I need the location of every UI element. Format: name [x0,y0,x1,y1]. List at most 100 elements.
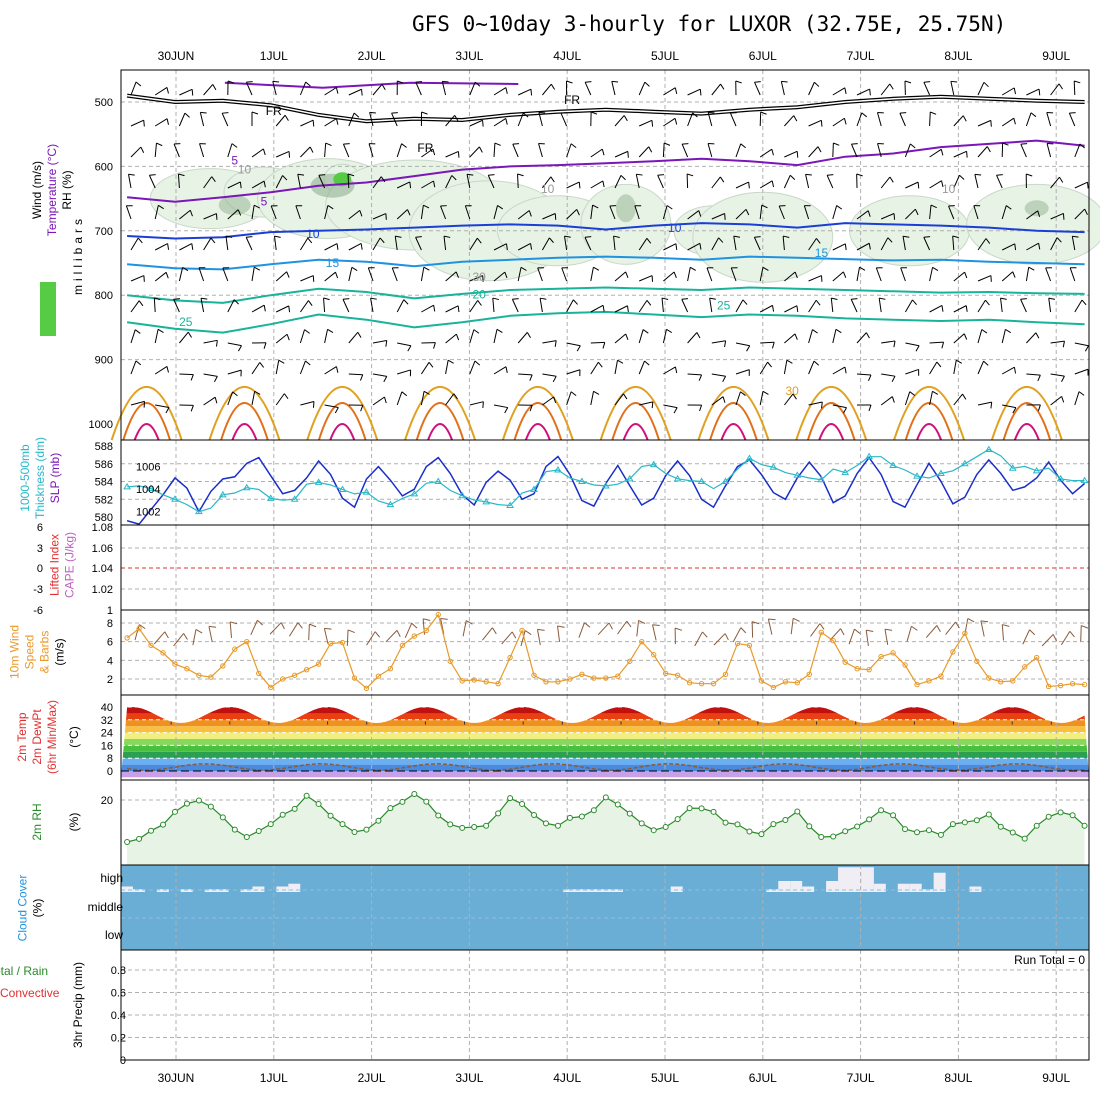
wind-barb [1020,143,1028,158]
wind-barb [299,81,311,96]
wind-barb [372,373,388,383]
wind-barb [420,204,430,220]
surface-wind-barb [250,619,264,635]
slp-tick-label: 1002 [136,507,160,519]
wind-barb [808,119,823,127]
wind-barb [372,339,388,347]
thickness-marker [841,468,850,476]
thickness-marker [889,461,897,469]
surface-wind-barb [346,629,355,646]
stability-left-label: Lifted Index CAPE (J/kg) [48,532,77,598]
wind-barb [687,373,703,381]
wind-barb [803,205,811,220]
wind-barb [200,297,208,313]
lifted-index-tick-label: 0 [37,563,43,575]
wind-barb [856,404,872,412]
rh-marker [195,797,202,804]
surface-wind-barb [482,627,497,641]
rh-marker [327,812,334,819]
wind-barb [711,237,724,251]
thickness-marker [697,477,706,484]
wind-barb [735,143,746,158]
wind-barb [784,393,797,406]
wind-barb [832,87,847,96]
wind-barb [251,390,261,406]
high-cloud-bar [849,867,862,892]
isotherm-line [127,222,1085,240]
wind-speed-marker [662,670,669,677]
wind-barb [487,174,495,189]
date-label-top: 1JUL [260,49,288,63]
wind-barb [342,298,350,313]
wind-barb [754,81,761,96]
thickness-marker [147,484,155,492]
wind-barb [251,180,266,189]
wind-barb [415,236,422,251]
wind-barb [469,401,484,408]
wind-speed-marker [555,679,561,685]
wind-barb [900,267,908,282]
wind-speed-marker [794,680,801,686]
wind-speed-marker [806,671,812,678]
wind-barb [1026,88,1041,96]
wind-barb [1046,112,1054,127]
isotherm-label: 25 [717,298,731,312]
wind-barb [466,173,474,189]
rh-shade [966,183,1100,265]
wind-barb [396,209,411,220]
wind-barb [493,366,508,375]
rh-marker [447,821,454,828]
wind-barb [493,142,501,158]
surface-wind-barb [501,631,517,645]
wind-barb [203,213,218,220]
wind-barb [830,297,838,313]
wind-speed-marker [196,672,202,678]
wind-speed-marker [914,681,920,688]
wind-barb [953,271,968,282]
thickness-marker [625,474,634,482]
wind-barb [179,373,194,381]
panel-label-line: Speed [23,635,37,670]
wind-barb [564,235,571,251]
wind-barb [348,266,358,282]
date-label-bottom: 1JUL [260,1071,288,1085]
isotherm-35-arc [513,402,563,441]
thickness-marker [434,477,443,484]
rh-marker [148,827,155,834]
thickness-marker [410,489,419,497]
wind-barb [270,205,278,220]
thickness-left-label: 1000-500mb Thickness (dm) SLP (mb) [18,437,62,519]
precip-tick-label: 0.2 [111,1033,126,1045]
surface-wind-barb [1001,624,1010,641]
rh-marker [854,823,861,830]
wind-barb [663,87,678,96]
slp-tick-label: 1006 [136,462,160,474]
wind-barb [227,209,242,220]
date-label-bottom: 5JUL [651,1071,679,1085]
wind-barb [759,111,767,127]
precip-tick-label: 0.6 [111,988,126,1000]
run-total-label: Run Total = 0 [1014,953,1085,967]
wind-barb [179,88,194,96]
wind-barb [1002,404,1017,414]
wind-barb [440,205,447,220]
wind-barb [443,235,451,251]
thickness-marker [1080,476,1089,484]
wind-barb [537,267,544,282]
wind-barb [856,210,871,220]
wind-barb [805,173,812,189]
wind-barb [130,237,143,251]
wind-barb [154,365,169,375]
wind-barb [1025,266,1035,282]
wind-barb [780,80,788,96]
wind-tick-label: 6 [107,637,113,649]
wind-barb [881,373,896,382]
wind-barb [759,304,775,313]
thickness-marker [960,459,969,467]
panel-label-line: RH (%) [60,170,74,209]
wind-barb [953,359,963,375]
wind-barb [783,359,793,375]
panel-frame-thickness [120,439,1090,526]
thickness-tick-label: 580 [95,512,113,524]
wind-barb [1001,142,1009,158]
